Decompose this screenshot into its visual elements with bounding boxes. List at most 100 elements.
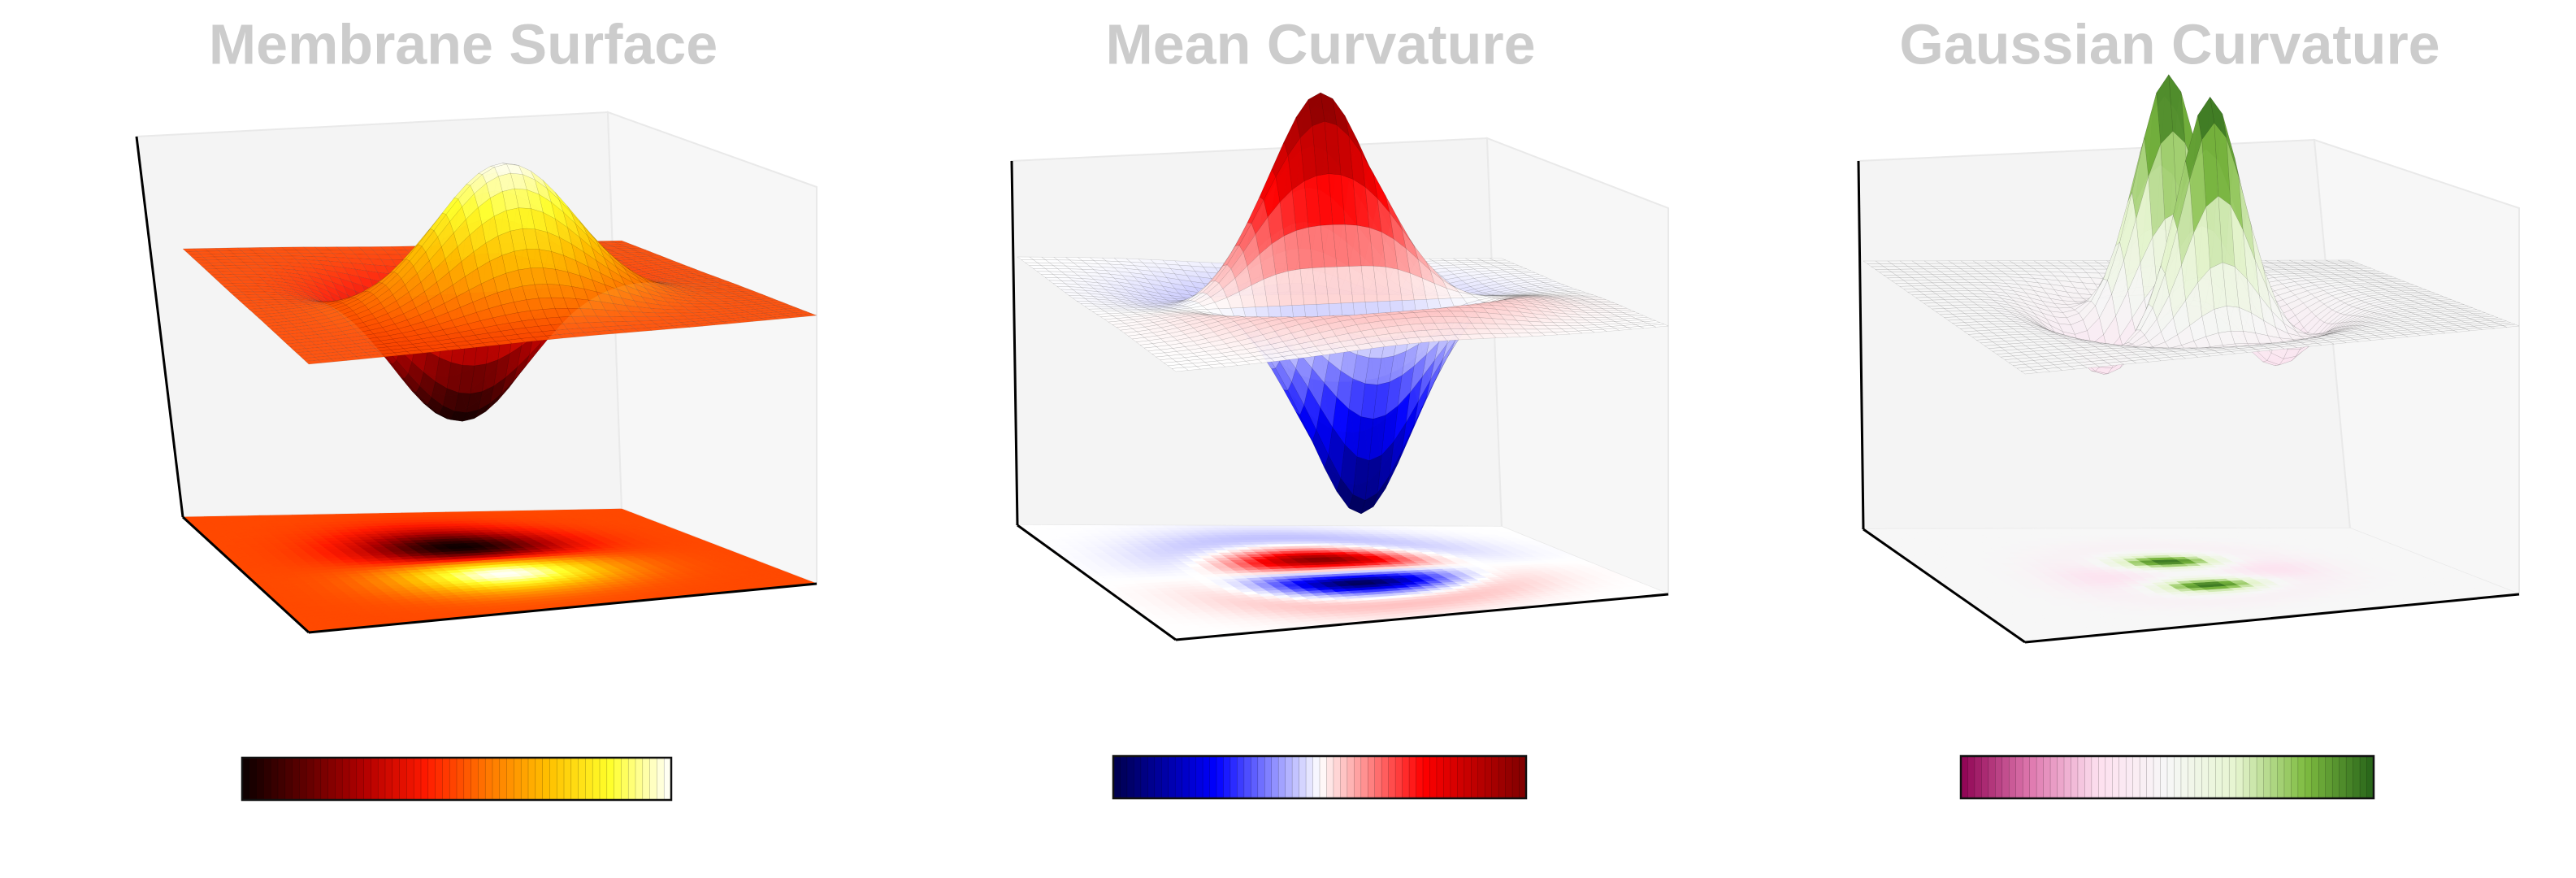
colorbar-segment — [1402, 755, 1410, 799]
colorbar-segment — [1312, 755, 1321, 799]
colorbar-segment — [2029, 755, 2037, 799]
colorbar-segment — [2256, 755, 2265, 799]
colorbar-segment — [406, 757, 415, 801]
colorbar-segment — [2160, 755, 2168, 799]
colorbar-segment — [2277, 755, 2285, 799]
colorbar-segment — [2174, 755, 2182, 799]
axes — [1857, 160, 2520, 644]
colorbar-segment — [306, 757, 314, 801]
colorbar-segment — [514, 757, 523, 801]
colorbar-segment — [484, 757, 493, 801]
colorbar-segment — [1237, 755, 1245, 799]
colorbar-segment — [241, 757, 250, 801]
colorbar-segment — [456, 757, 465, 801]
colorbar-segment — [2084, 755, 2092, 799]
colorbar-segment — [1360, 755, 1369, 799]
colorbar-segment — [606, 757, 615, 801]
colorbar-segment — [277, 757, 286, 801]
colorbar-segment — [1484, 755, 1493, 799]
colorbar-segment — [1195, 755, 1203, 799]
colorbar — [1112, 754, 1528, 800]
colorbar-segment — [2049, 755, 2058, 799]
colorbar-segment — [627, 757, 636, 801]
x-axis-line — [308, 582, 817, 634]
panel-title: Membrane Surface — [209, 12, 718, 76]
colorbar-segment — [1511, 755, 1520, 799]
colorbar-segment — [2201, 755, 2210, 799]
colorbar-segment — [642, 757, 651, 801]
panel-title: Mean Curvature — [1105, 12, 1535, 76]
y-axis-line — [1017, 524, 1177, 641]
z-axis-line — [1857, 160, 1865, 530]
axes — [135, 136, 817, 634]
colorbar-segment — [2263, 755, 2271, 799]
colorbar-segment — [1120, 755, 1128, 799]
colorbar-segment — [649, 757, 658, 801]
colorbar-segment — [270, 757, 279, 801]
colorbar-segment — [1333, 755, 1342, 799]
colorbar-segment — [478, 757, 487, 801]
axes — [1010, 160, 1669, 641]
colorbar-segment — [520, 757, 529, 801]
back-pane-right — [606, 111, 817, 585]
colorbar-segment — [1374, 755, 1383, 799]
colorbar-segment — [1443, 755, 1451, 799]
colorbar-segment — [2001, 755, 2010, 799]
z-axis-line — [1010, 160, 1019, 526]
colorbar-segment — [570, 757, 579, 801]
colorbar-segment — [2146, 755, 2154, 799]
panel-title: Gaussian Curvature — [1899, 12, 2439, 76]
colorbar-segment — [2291, 755, 2299, 799]
colorbar-segment — [435, 757, 444, 801]
colorbar-segment — [2153, 755, 2162, 799]
colorbar-segment — [1505, 755, 1513, 799]
colorbar-segment — [2331, 755, 2340, 799]
colorbar-segment — [2353, 755, 2361, 799]
colorbar-segment — [1112, 755, 1121, 799]
colorbar-segment — [1271, 755, 1280, 799]
colorbar-segment — [2236, 755, 2244, 799]
colorbar-segment — [1450, 755, 1459, 799]
colorbar-segment — [2305, 755, 2313, 799]
colorbar-segment — [2091, 755, 2100, 799]
colorbar-segment — [1319, 755, 1328, 799]
colorbar-segment — [392, 757, 401, 801]
colorbar-frame — [1112, 754, 1528, 800]
colorbar-segment — [2242, 755, 2251, 799]
colorbar-segment — [2311, 755, 2320, 799]
colorbar-segment — [1209, 755, 1217, 799]
colorbar-segment — [249, 757, 258, 801]
colorbar — [241, 756, 673, 802]
colorbar-segment — [592, 757, 601, 801]
colorbar-segment — [506, 757, 515, 801]
colorbar-segment — [1464, 755, 1472, 799]
colorbar-segment — [1457, 755, 1465, 799]
colorbar-segment — [1223, 755, 1231, 799]
colorbar-segment — [363, 757, 372, 801]
colorbar-segment — [635, 757, 644, 801]
colorbar-segment — [2057, 755, 2065, 799]
colorbar-segment — [2112, 755, 2120, 799]
colorbar-segment — [1126, 755, 1135, 799]
colorbar-segment — [2077, 755, 2086, 799]
colorbar-segment — [1381, 755, 1390, 799]
colorbar-segment — [1182, 755, 1190, 799]
colorbar-segment — [1974, 755, 1983, 799]
floor-contour-projection — [182, 508, 817, 633]
colorbar-segment — [1416, 755, 1424, 799]
colorbar-segment — [585, 757, 594, 801]
colorbar-segment — [2139, 755, 2148, 799]
colorbar-segment — [2166, 755, 2175, 799]
colorbar-segment — [1368, 755, 1376, 799]
colorbar-segment — [1981, 755, 1989, 799]
colorbar-segment — [1340, 755, 1348, 799]
colorbar-segment — [2215, 755, 2223, 799]
colorbar-segment — [2249, 755, 2257, 799]
colorbar-segment — [1161, 755, 1169, 799]
colorbar — [1959, 754, 2375, 800]
colorbar-segment — [292, 757, 301, 801]
panel-2: Mean Curvature — [1010, 12, 1669, 800]
colorbar-segment — [299, 757, 308, 801]
colorbar-segment — [1960, 755, 1969, 799]
